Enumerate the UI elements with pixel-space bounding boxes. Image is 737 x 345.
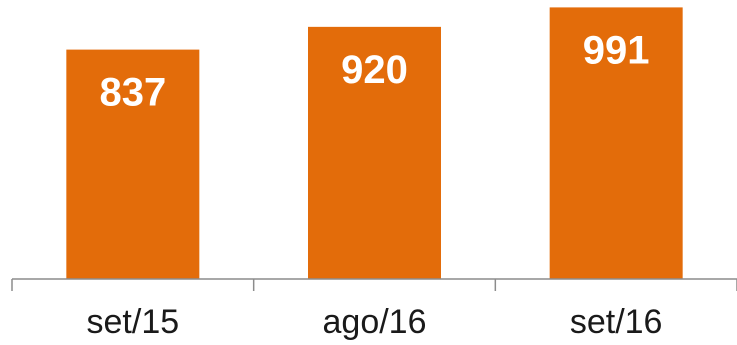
- x-tick-labels-group: set/15 ago/16 set/16: [87, 303, 663, 341]
- data-label: 991: [583, 28, 650, 72]
- bar-set-16: [549, 7, 683, 279]
- x-tick-label: set/16: [570, 303, 663, 341]
- x-tick-label: set/15: [87, 303, 180, 341]
- bars-group: [66, 7, 683, 279]
- bar-set-15: [66, 49, 200, 279]
- data-labels-group: 837 920 991: [99, 28, 649, 114]
- x-tick-label: ago/16: [323, 303, 427, 341]
- x-axis: [11, 278, 737, 291]
- data-label: 920: [341, 48, 408, 92]
- data-label: 837: [99, 71, 166, 115]
- bar-ago-16: [308, 26, 441, 279]
